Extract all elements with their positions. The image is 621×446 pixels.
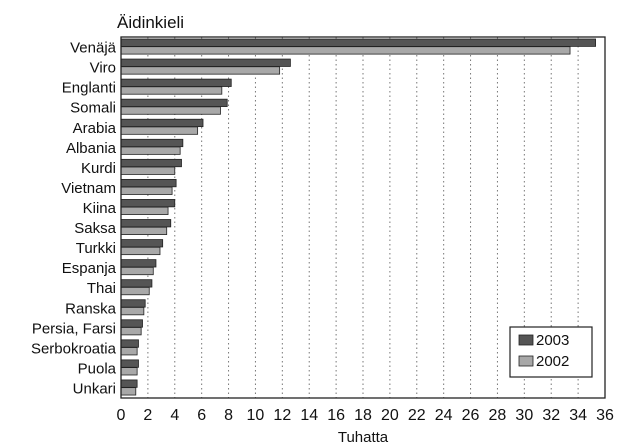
x-tick-label: 6 xyxy=(197,407,206,424)
bar-2002 xyxy=(120,86,223,95)
bar-2003 xyxy=(120,339,139,348)
chart-title: Äidinkieli xyxy=(117,13,184,32)
x-tick-label: 10 xyxy=(247,407,265,424)
category-label: Espanja xyxy=(62,260,117,277)
x-tick-label: 36 xyxy=(596,407,614,424)
category-label: Turkki xyxy=(76,240,116,257)
bar-2003 xyxy=(120,58,291,67)
bar-2003 xyxy=(120,279,153,288)
bar-2003 xyxy=(120,319,143,328)
category-label: Vietnam xyxy=(61,180,116,197)
category-label: Englanti xyxy=(62,80,116,97)
category-label: Ranska xyxy=(65,300,117,317)
legend: 2003 2002 xyxy=(509,326,593,378)
x-tick-label: 28 xyxy=(489,407,507,424)
bar-2002 xyxy=(120,126,199,135)
category-label: Kiina xyxy=(83,200,117,217)
bar-2002 xyxy=(120,307,145,316)
x-tick-label: 30 xyxy=(515,407,533,424)
x-tick-label: 20 xyxy=(381,407,399,424)
bar-2002 xyxy=(120,347,138,356)
plot-frame xyxy=(120,36,606,399)
category-labels: Venäjä Viro Englanti Somali Arabia Albania Kur… xyxy=(31,40,117,398)
x-axis-label: Tuhatta xyxy=(338,429,389,446)
bar-2002 xyxy=(120,327,142,336)
bar-2002 xyxy=(120,206,169,215)
bar-2002 xyxy=(120,166,176,175)
bar-2002 xyxy=(120,387,137,396)
x-tick-label: 22 xyxy=(408,407,426,424)
bar-2003 xyxy=(120,359,139,368)
category-label: Viro xyxy=(90,60,116,77)
x-tick-label: 24 xyxy=(435,407,453,424)
category-label: Somali xyxy=(70,100,116,117)
bar-2002 xyxy=(120,146,181,155)
category-label: Unkari xyxy=(73,380,116,397)
bar-2003 xyxy=(120,98,228,107)
bar-2002 xyxy=(120,367,138,376)
category-label: Serbokroatia xyxy=(31,340,117,357)
x-tick-label: 16 xyxy=(327,407,345,424)
x-tick-label: 12 xyxy=(273,407,291,424)
bar-2003 xyxy=(120,299,146,308)
category-label: Arabia xyxy=(73,120,117,137)
bar-2002 xyxy=(120,46,571,55)
bar-2003 xyxy=(120,138,184,148)
legend-label-2002: 2002 xyxy=(536,353,569,370)
x-tick-label: 14 xyxy=(300,407,318,424)
bar-2003 xyxy=(120,178,177,188)
x-tick-labels: 0 2 4 6 8 10 12 14 16 18 20 22 24 26 28 30 32 34 36 xyxy=(117,407,614,424)
legend-label-2003: 2003 xyxy=(536,332,569,349)
category-label: Thai xyxy=(87,280,116,297)
bar-2003 xyxy=(120,38,596,47)
gridlines xyxy=(147,37,579,398)
x-tick-label: 34 xyxy=(569,407,587,424)
legend-swatch-2003 xyxy=(518,334,534,346)
bar-2002 xyxy=(120,226,168,235)
bar-2003 xyxy=(120,219,172,228)
bar-2003 xyxy=(120,78,232,87)
bar-2003 xyxy=(120,379,138,388)
x-tick-label: 32 xyxy=(542,407,560,424)
category-label: Venäjä xyxy=(70,40,117,57)
x-tick-label: 2 xyxy=(143,407,152,424)
bar-2002 xyxy=(120,266,154,276)
bar-2003 xyxy=(120,259,157,268)
bar-2002 xyxy=(120,186,173,195)
category-label: Saksa xyxy=(74,220,116,237)
category-label: Kurdi xyxy=(81,160,116,177)
category-label: Puola xyxy=(78,360,117,377)
x-tick-label: 4 xyxy=(170,407,179,424)
x-tick-label: 0 xyxy=(117,407,126,424)
bar-2002 xyxy=(120,246,161,256)
bar-2002 xyxy=(120,106,221,115)
legend-swatch-2002 xyxy=(518,355,534,367)
bar-2002 xyxy=(120,286,150,296)
category-label: Albania xyxy=(66,140,117,157)
x-tick-label: 8 xyxy=(224,407,233,424)
x-tick-label: 26 xyxy=(462,407,480,424)
x-tick-label: 18 xyxy=(354,407,372,424)
bar-2002 xyxy=(120,66,281,75)
bar-2003 xyxy=(120,239,164,248)
bar-2003 xyxy=(120,118,204,128)
bar-2003 xyxy=(120,199,176,208)
category-label: Persia, Farsi xyxy=(32,320,116,337)
bar-2003 xyxy=(120,158,182,168)
